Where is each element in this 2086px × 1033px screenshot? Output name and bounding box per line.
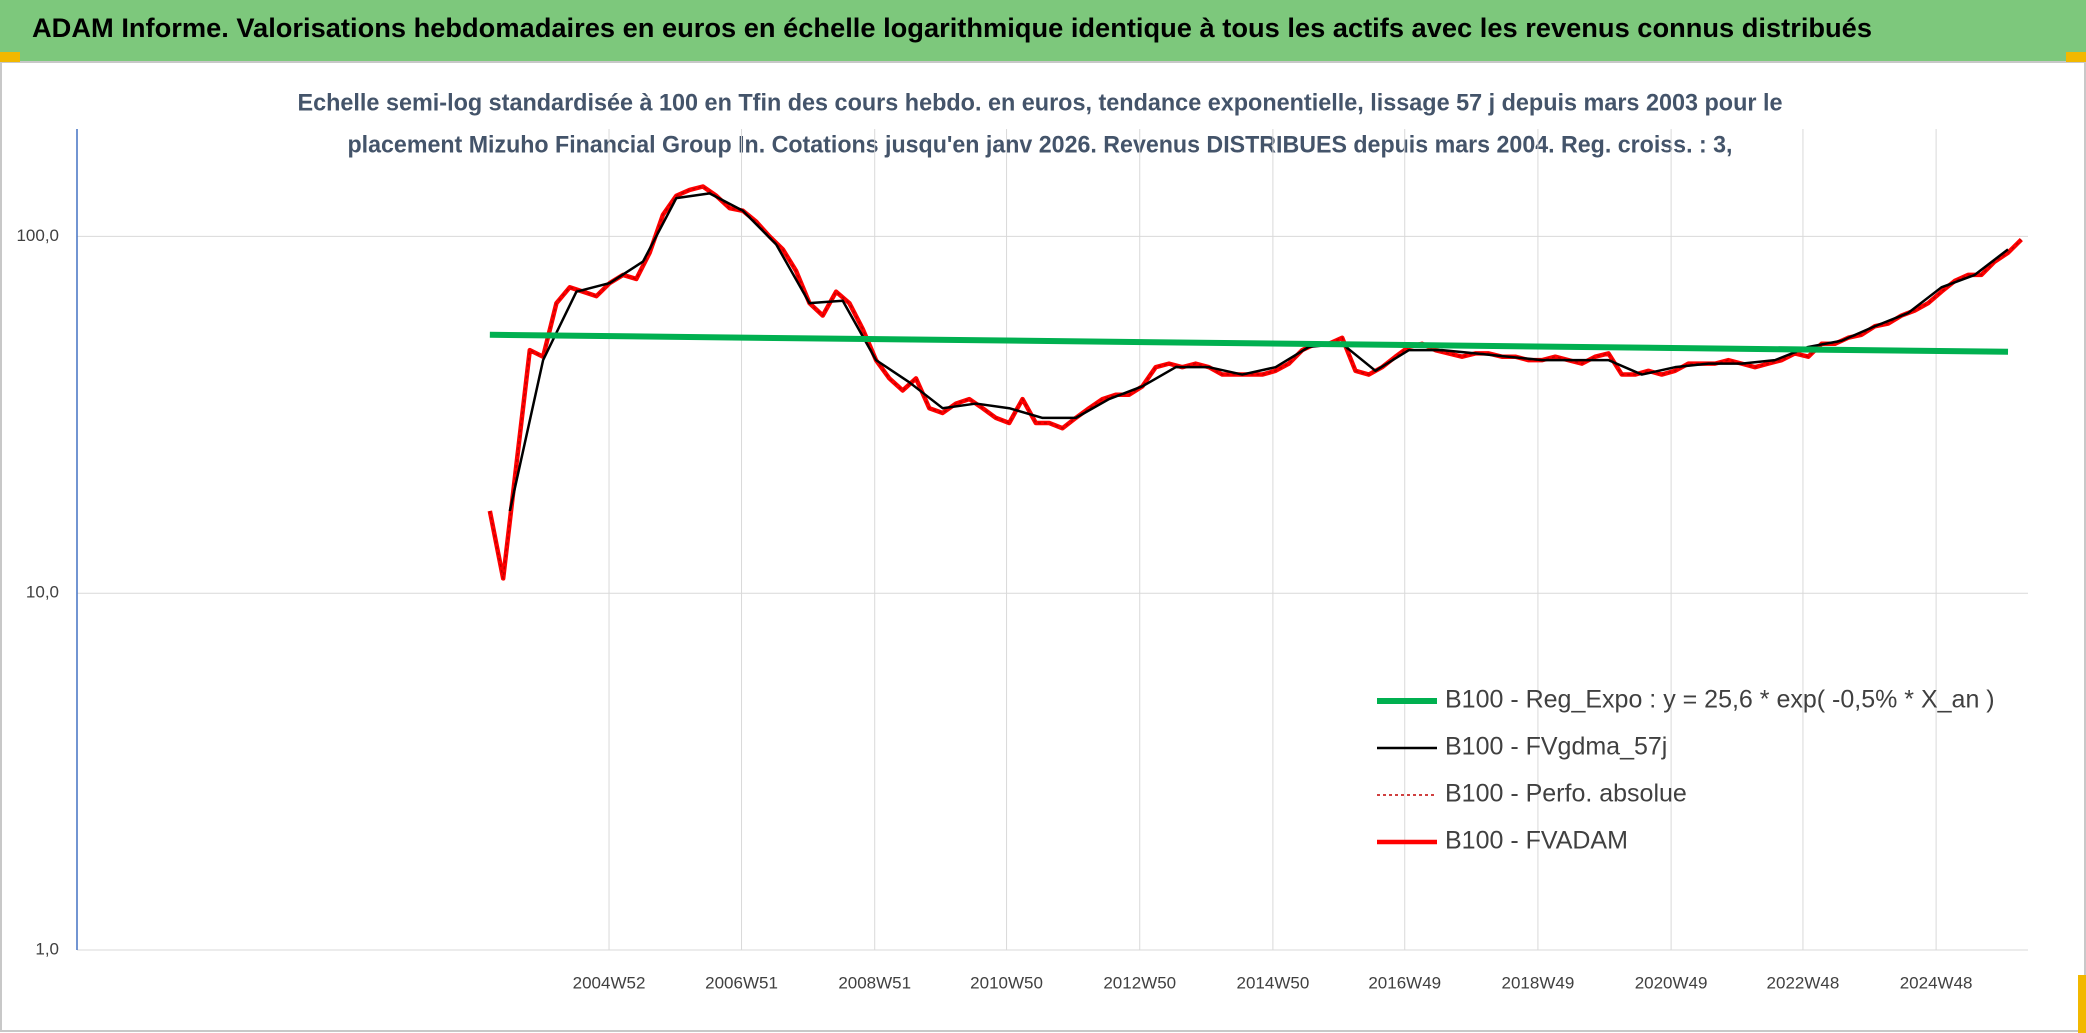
x-tick-label: 2020W49 [1635,973,1708,992]
y-tick-label: 100,0 [16,226,59,245]
series-line [508,192,2009,512]
x-tick-label: 2012W50 [1103,973,1176,992]
x-tick-label: 2022W48 [1767,973,1840,992]
series-line [487,184,2023,581]
chart-subtitle: Echelle semi-log standardisée à 100 en T… [298,89,1783,116]
x-tick-label: 2004W52 [573,973,646,992]
y-tick-label: 10,0 [26,583,59,602]
legend-label: B100 - FVADAM [1445,827,1628,855]
plot-area [487,184,2023,581]
series-line [489,185,2022,580]
legend-label: B100 - Perfo. absolue [1445,780,1687,808]
x-tick-label: 2008W51 [838,973,911,992]
legend-label: B100 - FVgdma_57j [1445,733,1667,761]
chart-subtitle: placement Mizuho Financial Group In. Cot… [348,131,1733,158]
x-tick-label: 2014W50 [1237,973,1310,992]
x-tick-label: 2024W48 [1900,973,1973,992]
legend: B100 - Reg_Expo : y = 25,6 * exp( -0,5% … [1377,686,1995,855]
x-tick-label: 2006W51 [705,973,778,992]
x-tick-label: 2018W49 [1502,973,1575,992]
chart-title: ADAM Informe. Valorisations hebdomadaire… [32,13,1872,43]
x-tick-label: 2010W50 [970,973,1043,992]
chart-frame [0,61,2086,1032]
legend-label: B100 - Reg_Expo : y = 25,6 * exp( -0,5% … [1445,686,1995,714]
grid: 1,0 10,0 100,0 2004W52 2006W51 2008W51 2010W50… [16,129,2028,992]
x-tick-label: 2016W49 [1368,973,1441,992]
corner-handle [0,52,20,62]
title-bar [0,0,2086,61]
corner-handle [2078,975,2086,1033]
corner-handle [2066,52,2086,62]
series-line [489,331,2009,355]
y-tick-label: 1,0 [35,939,59,958]
